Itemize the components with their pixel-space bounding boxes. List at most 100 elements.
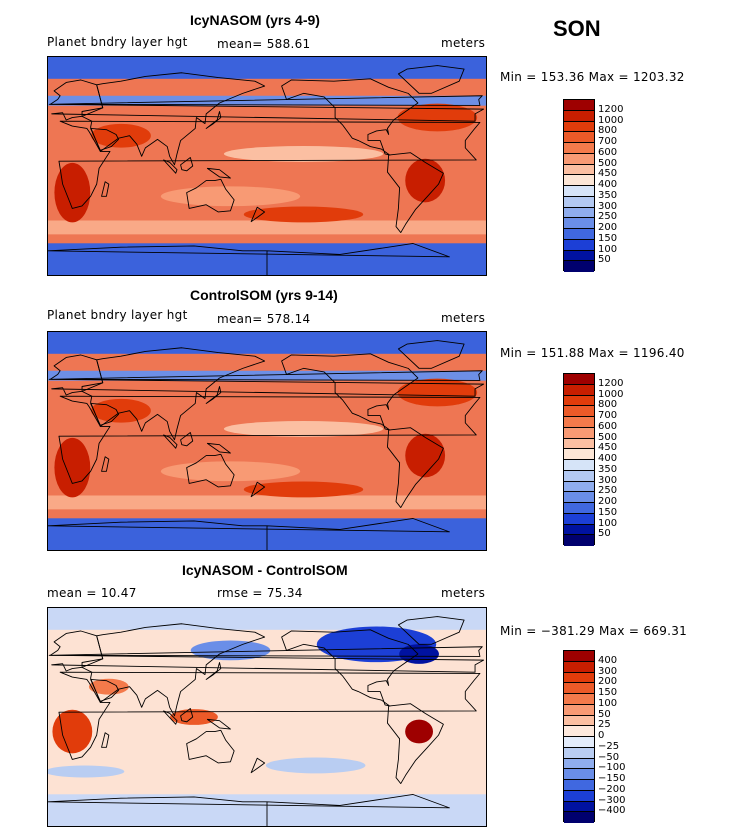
atlantic-storm-track bbox=[397, 378, 478, 407]
colorbar-tick-label: 400 bbox=[598, 179, 618, 190]
colorbar-tick-label: 300 bbox=[598, 665, 618, 677]
coastline bbox=[163, 434, 178, 449]
colorbar-tick-label: 250 bbox=[598, 211, 618, 223]
southern-storm-track bbox=[243, 206, 364, 223]
colorbar-tick-label: 700 bbox=[598, 136, 618, 147]
colorbar-swatch bbox=[564, 460, 594, 471]
coastline bbox=[48, 794, 450, 826]
coastline bbox=[186, 453, 235, 488]
south-indian-anomaly bbox=[48, 765, 125, 778]
colorbar-swatch bbox=[564, 715, 594, 727]
coastline bbox=[58, 120, 481, 209]
colorbar-swatch bbox=[564, 769, 594, 780]
colorbar-tick-label: 1000 bbox=[598, 388, 624, 400]
colorbar-tick-label: 50 bbox=[598, 708, 611, 720]
colorbar-swatch bbox=[564, 780, 594, 791]
amazon-anomaly bbox=[405, 719, 434, 744]
colorbar-tick-label: −100 bbox=[598, 762, 626, 774]
colorbar-swatch bbox=[564, 196, 594, 208]
colorbar bbox=[563, 650, 595, 823]
colorbar-tick-label: 800 bbox=[598, 399, 618, 411]
colorbar-swatch bbox=[564, 503, 594, 514]
colorbar-tick-label: 600 bbox=[598, 146, 618, 158]
africa-max bbox=[54, 162, 91, 223]
colorbar-swatch bbox=[564, 758, 594, 770]
coastline bbox=[58, 395, 481, 484]
colorbar-tick-label: 1200 bbox=[598, 103, 624, 115]
coastline bbox=[281, 78, 419, 156]
coastline bbox=[206, 167, 231, 179]
colorbar-swatch bbox=[564, 449, 594, 460]
colorbar-tick-label: 150 bbox=[598, 232, 618, 244]
colorbar-swatch bbox=[564, 704, 594, 716]
coastline bbox=[180, 432, 194, 447]
colorbar-swatch bbox=[564, 164, 594, 176]
colorbar-swatch bbox=[564, 374, 594, 385]
map-plot bbox=[47, 331, 487, 551]
coastline bbox=[48, 243, 450, 275]
coastline bbox=[90, 678, 120, 702]
amazon-max bbox=[405, 433, 446, 478]
colorbar-tick-label: 200 bbox=[598, 496, 618, 507]
colorbar-swatch bbox=[564, 438, 594, 450]
colorbar-swatch bbox=[564, 524, 594, 536]
colorbar-swatch bbox=[564, 121, 594, 133]
colorbar-swatch bbox=[564, 261, 594, 272]
colorbar-tick-label: −50 bbox=[598, 751, 620, 763]
colorbar-tick-label: −300 bbox=[598, 794, 626, 806]
colorbar bbox=[563, 373, 595, 546]
coastline bbox=[48, 95, 483, 106]
units-label: meters bbox=[441, 36, 486, 50]
colorbar-swatch bbox=[564, 694, 594, 705]
colorbar-swatch bbox=[564, 790, 594, 802]
coastline bbox=[387, 152, 444, 234]
mean-label: mean= 588.61 bbox=[217, 37, 311, 51]
colorbar-tick-label: 800 bbox=[598, 125, 618, 137]
variable-label: Planet bndry layer hgt bbox=[47, 308, 188, 322]
coastline bbox=[163, 710, 178, 725]
coastline bbox=[397, 616, 465, 645]
colorbar-swatch bbox=[564, 492, 594, 503]
coastline bbox=[163, 159, 178, 174]
colorbar-tick-label: 500 bbox=[598, 431, 618, 443]
colorbar-swatch bbox=[564, 218, 594, 229]
colorbar-labels: 400 300 200 150 100 50 25 0 −25 −50 −100 −150 −200 −3… bbox=[598, 650, 642, 822]
labrador-min bbox=[399, 644, 439, 664]
coastline bbox=[90, 127, 120, 151]
coastline bbox=[281, 353, 419, 431]
colorbar-swatch bbox=[564, 651, 594, 662]
coastline bbox=[250, 757, 266, 774]
colorbar-tick-label: 100 bbox=[598, 697, 618, 709]
coastline bbox=[58, 671, 481, 760]
colorbar-swatch bbox=[564, 100, 594, 111]
arabia-max bbox=[91, 123, 151, 148]
coastline bbox=[81, 72, 266, 166]
colorbar-swatch bbox=[564, 239, 594, 251]
atlantic-storm-track bbox=[397, 103, 478, 132]
colorbar-swatch bbox=[564, 143, 594, 154]
colorbar-swatch bbox=[564, 110, 594, 122]
colorbar-swatch bbox=[564, 395, 594, 407]
coastline bbox=[48, 370, 483, 381]
coastline bbox=[397, 65, 465, 94]
colorbar-tick-label: 350 bbox=[598, 463, 618, 475]
colorbar-swatch bbox=[564, 726, 594, 737]
colorbar-tick-label: 250 bbox=[598, 485, 618, 497]
colorbar-swatch bbox=[564, 175, 594, 186]
southern-storm-track bbox=[243, 481, 364, 498]
coastline bbox=[250, 206, 266, 223]
colorbar-swatch bbox=[564, 207, 594, 219]
coastline bbox=[206, 442, 231, 454]
panel-title: IcyNASOM (yrs 4-9) bbox=[190, 12, 320, 28]
units-label: meters bbox=[441, 311, 486, 325]
coastline bbox=[49, 354, 485, 397]
colorbar-tick-label: 50 bbox=[598, 528, 611, 540]
pacific-pattern bbox=[160, 461, 301, 482]
coastline bbox=[180, 708, 194, 723]
colorbar-tick-label: 300 bbox=[598, 474, 618, 486]
coastline bbox=[81, 347, 266, 441]
coastline bbox=[180, 157, 194, 172]
southern-ocean-band bbox=[48, 220, 486, 235]
mean-label: mean = 10.47 bbox=[47, 586, 137, 600]
season-label: SON bbox=[553, 16, 601, 41]
